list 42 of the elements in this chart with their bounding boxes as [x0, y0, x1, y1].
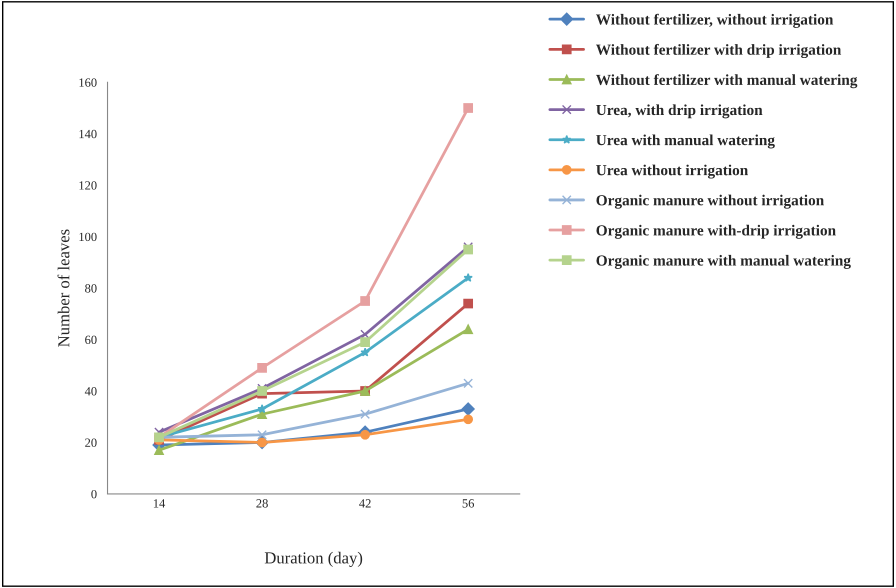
- point: [360, 430, 370, 440]
- point: [257, 386, 267, 396]
- legend-label: Organic manure with manual watering: [596, 254, 851, 269]
- point: [360, 296, 370, 306]
- x-tick-label: 14: [154, 499, 166, 508]
- point: [360, 348, 370, 356]
- point: [360, 337, 370, 348]
- point: [257, 430, 267, 440]
- point: [462, 402, 475, 416]
- point: [463, 414, 474, 424]
- legend-label: Without fertilizer with drip irrigation: [596, 44, 842, 58]
- y-tick-label: 60: [85, 336, 97, 344]
- x-tick-label: 42: [359, 499, 371, 508]
- legend-label: Urea with manual watering: [596, 134, 775, 148]
- x-tick-label: 56: [462, 499, 474, 508]
- legend-label: Urea, with drip irrigation: [596, 104, 762, 118]
- y-tick-label: 80: [85, 284, 97, 293]
- point: [257, 363, 267, 373]
- point: [154, 445, 164, 456]
- y-tick-label: 20: [85, 438, 97, 447]
- point: [463, 378, 474, 388]
- point: [463, 244, 474, 254]
- point: [463, 103, 474, 113]
- y-tick-label: 40: [84, 387, 97, 396]
- y-tick-label: 160: [79, 78, 97, 87]
- y-tick-label: 120: [79, 181, 97, 190]
- point: [360, 409, 370, 420]
- y-tick-label: 100: [79, 232, 97, 242]
- y-axis-title: Number of leaves: [58, 229, 70, 347]
- legend-label: Urea without irrigation: [596, 164, 748, 179]
- legend-label: Without fertilizer, without irrigation: [596, 14, 834, 28]
- x-tick-label: 28: [256, 499, 268, 508]
- legend-label: Without fertilizer with manual watering: [596, 74, 858, 88]
- x-axis-title: Duration (day): [264, 552, 362, 567]
- legend-label: Organic manure with-drip irrigation: [596, 224, 836, 239]
- y-tick-label: 140: [79, 130, 97, 138]
- point: [463, 324, 474, 334]
- point: [464, 272, 473, 282]
- point: [463, 298, 474, 308]
- legend-label: Organic manure without irrigation: [596, 194, 824, 209]
- y-tick-label: 0: [91, 490, 97, 498]
- point: [257, 404, 267, 414]
